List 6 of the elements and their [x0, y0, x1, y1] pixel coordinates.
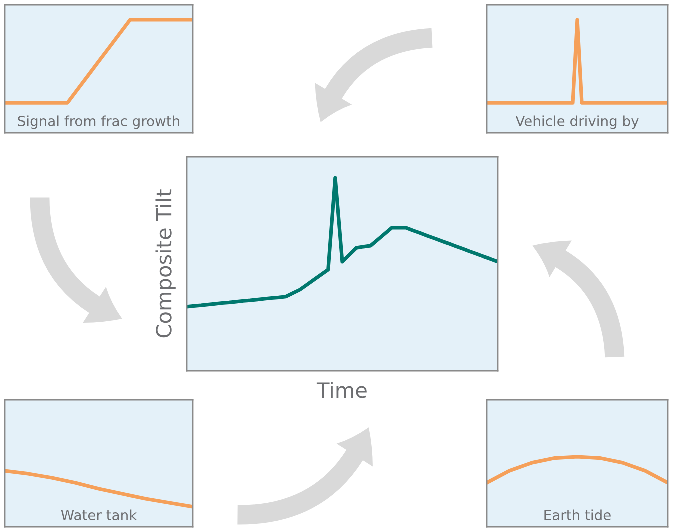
x-axis-title: Time — [316, 382, 367, 398]
x-axis-title: Earth tide — [544, 510, 611, 520]
x-axis-title: Signal from frac growth — [18, 116, 180, 130]
x-axis-title: Vehicle driving by — [516, 116, 639, 130]
y-axis-title: Composite Tilt — [156, 190, 176, 338]
x-axis-title: Water tank — [61, 510, 138, 520]
